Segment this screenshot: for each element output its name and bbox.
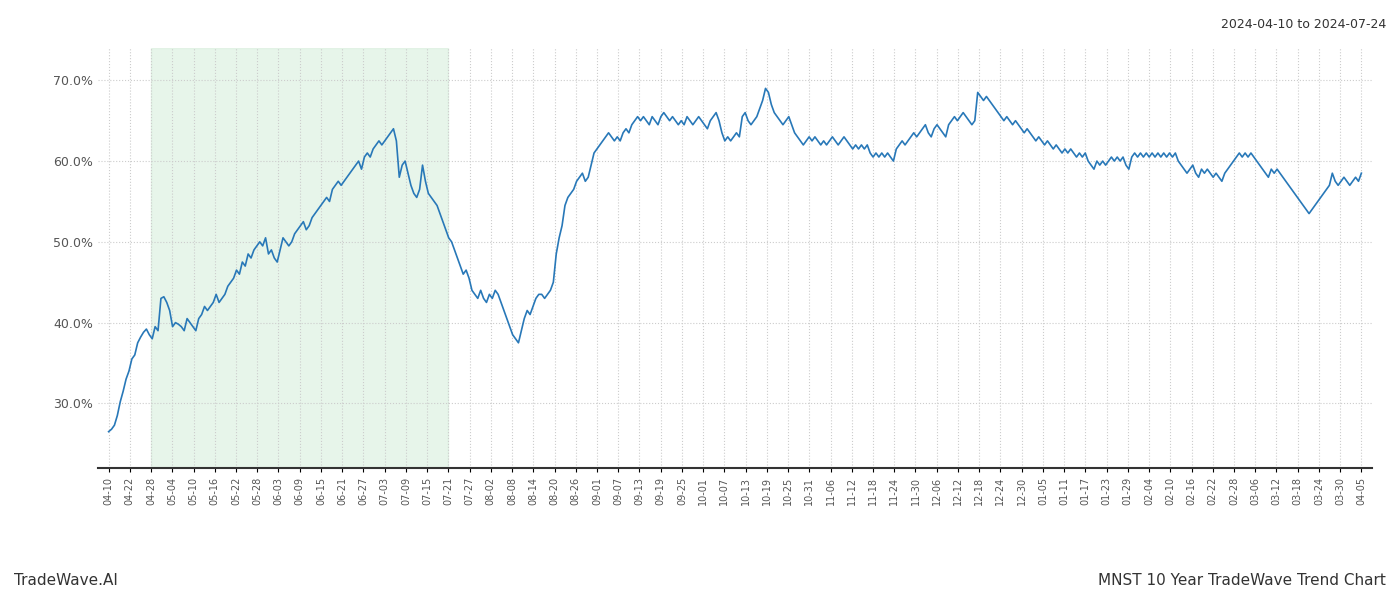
Text: TradeWave.AI: TradeWave.AI: [14, 573, 118, 588]
Text: MNST 10 Year TradeWave Trend Chart: MNST 10 Year TradeWave Trend Chart: [1098, 573, 1386, 588]
Text: 2024-04-10 to 2024-07-24: 2024-04-10 to 2024-07-24: [1221, 18, 1386, 31]
Bar: [151, 48, 448, 468]
